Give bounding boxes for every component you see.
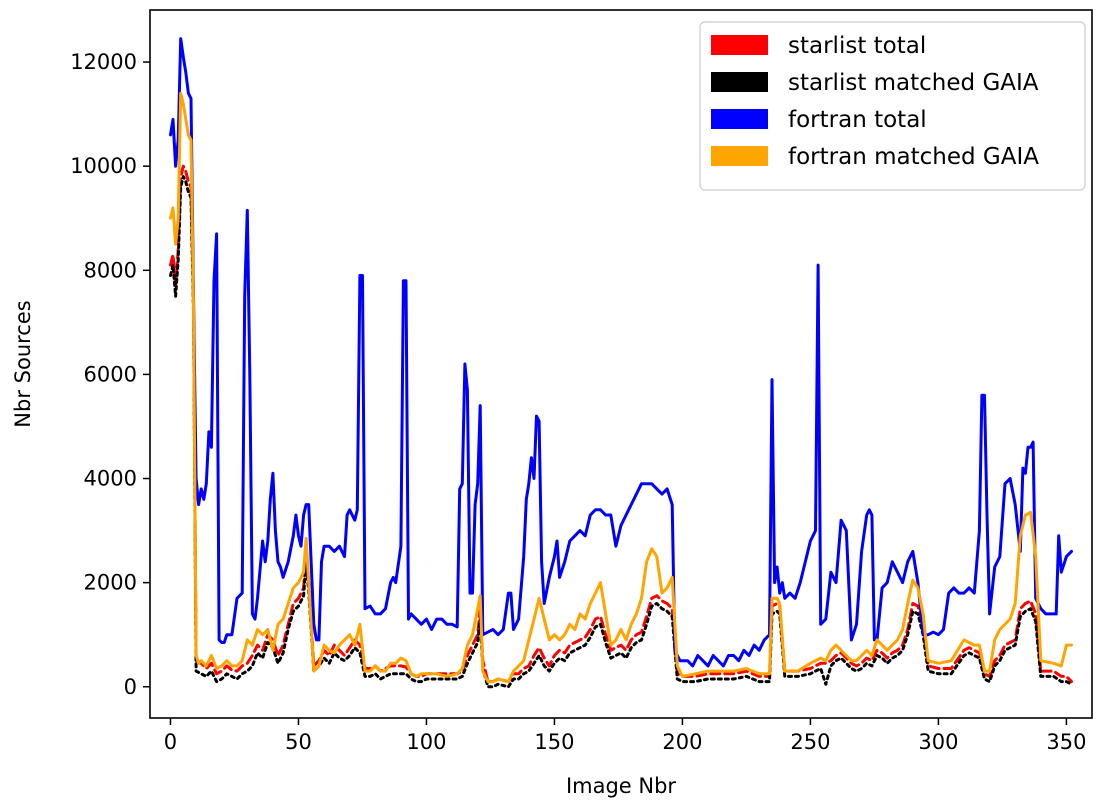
series-layer (169, 37, 1073, 689)
x-tick-label: 0 (164, 730, 177, 754)
plot-area-frame (149, 9, 1093, 719)
legend: starlist total starlist matched GAIA fortr… (699, 21, 1086, 191)
series-line-3 (169, 37, 1073, 668)
series-line-2 (169, 175, 1073, 689)
y-axis-label: Nbr Sources (11, 300, 35, 427)
legend-label: fortran total (788, 107, 927, 133)
y-tick-label: 10000 (70, 154, 137, 178)
x-tick-label: 100 (406, 730, 446, 754)
legend-swatch (711, 109, 768, 129)
legend-swatch (711, 146, 768, 166)
x-tick-label: 150 (534, 730, 574, 754)
series-line-1 (169, 164, 1073, 684)
y-tick-label: 12000 (70, 50, 137, 74)
x-tick-label: 250 (790, 730, 830, 754)
legend-label: starlist matched GAIA (788, 70, 1039, 96)
legend-label: starlist total (788, 33, 926, 59)
y-tick-label: 6000 (84, 362, 137, 386)
x-tick-label: 350 (1046, 730, 1086, 754)
axes-layer: 0 50 100 150 200 250 300 350 0 2000 4000 6000 8000 10… (70, 50, 1086, 754)
y-tick-label: 0 (124, 675, 137, 699)
series-line-4 (169, 91, 1073, 684)
x-tick-label: 200 (662, 730, 702, 754)
legend-swatch (711, 35, 768, 55)
legend-box (699, 21, 1086, 191)
x-tick-label: 50 (285, 730, 312, 754)
y-tick-label: 2000 (84, 571, 137, 595)
x-tick-label: 300 (918, 730, 958, 754)
legend-label: fortran matched GAIA (788, 144, 1039, 170)
legend-swatch (711, 72, 768, 92)
x-axis-label: Image Nbr (566, 774, 676, 798)
y-tick-label: 8000 (84, 258, 137, 282)
y-tick-label: 4000 (84, 467, 137, 491)
